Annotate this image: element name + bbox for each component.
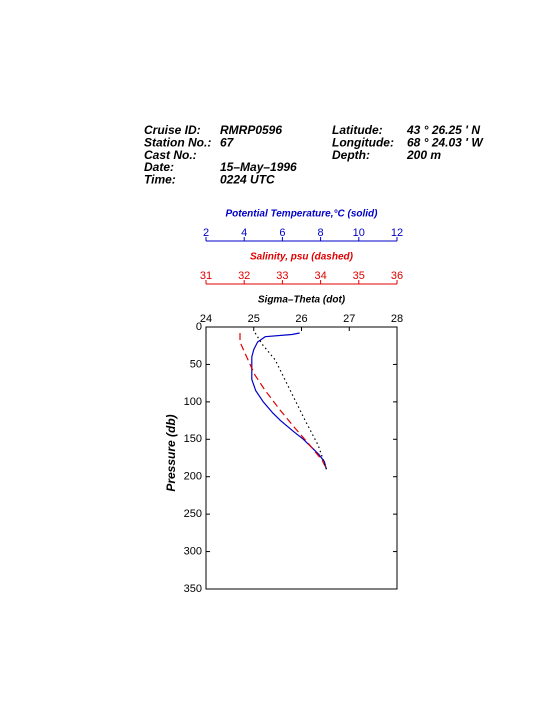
x-tick-label: 2	[203, 227, 209, 239]
header-label: Depth:	[332, 148, 370, 162]
header-value: 0224 UTC	[220, 172, 275, 186]
header-label: Date:	[144, 160, 174, 174]
header-value: 68 ° 24.03 ' W	[407, 135, 484, 149]
x-tick-label: 31	[200, 270, 212, 282]
header-label: Cast No.:	[144, 148, 197, 162]
x-tick-label: 8	[318, 227, 324, 239]
y-tick-label: 250	[184, 508, 202, 520]
header-value: 200 m	[406, 148, 441, 162]
x-tick-label: 35	[353, 270, 365, 282]
header-label: Cruise ID:	[144, 123, 201, 137]
x-axis-title: Sigma–Theta (dot)	[258, 295, 346, 306]
header-label: Latitude:	[332, 123, 383, 137]
plot-frame	[205, 326, 398, 590]
x-tick-label: 36	[391, 270, 403, 282]
y-axis-title: Pressure (db)	[164, 414, 178, 491]
y-tick-label: 100	[184, 396, 202, 408]
header-label: Station No.:	[144, 135, 211, 149]
header-value: 67	[220, 135, 235, 149]
x-tick-label: 28	[391, 313, 403, 325]
x-tick-label: 10	[353, 227, 365, 239]
x-tick-label: 33	[276, 270, 288, 282]
profile-line	[251, 332, 327, 470]
x-axis-title: Salinity, psu (dashed)	[250, 252, 354, 263]
y-tick-label: 300	[184, 545, 202, 557]
x-tick-label: 32	[238, 270, 250, 282]
x-tick-label: 6	[279, 227, 285, 239]
y-tick-label: 0	[196, 321, 202, 333]
header-label: Time:	[144, 172, 176, 186]
y-tick-label: 350	[184, 583, 202, 595]
x-tick-label: 4	[241, 227, 247, 239]
x-tick-label: 12	[391, 227, 403, 239]
header-label: Longitude:	[332, 135, 394, 149]
header-value: 43 ° 26.25 ' N	[406, 123, 480, 137]
profile-line	[254, 332, 328, 471]
y-tick-label: 150	[184, 433, 202, 445]
header-value: RMRP0596	[220, 123, 282, 137]
header-value: 15–May–1996	[220, 160, 297, 174]
y-tick-label: 200	[184, 471, 202, 483]
y-tick-label: 50	[190, 358, 202, 370]
x-tick-label: 25	[248, 313, 260, 325]
x-axis-title: Potential Temperature,°C (solid)	[226, 209, 379, 220]
profile-line	[239, 333, 328, 471]
x-tick-label: 34	[314, 270, 326, 282]
x-tick-label: 26	[295, 313, 307, 325]
x-tick-label: 27	[343, 313, 355, 325]
x-tick-label: 24	[200, 313, 212, 325]
